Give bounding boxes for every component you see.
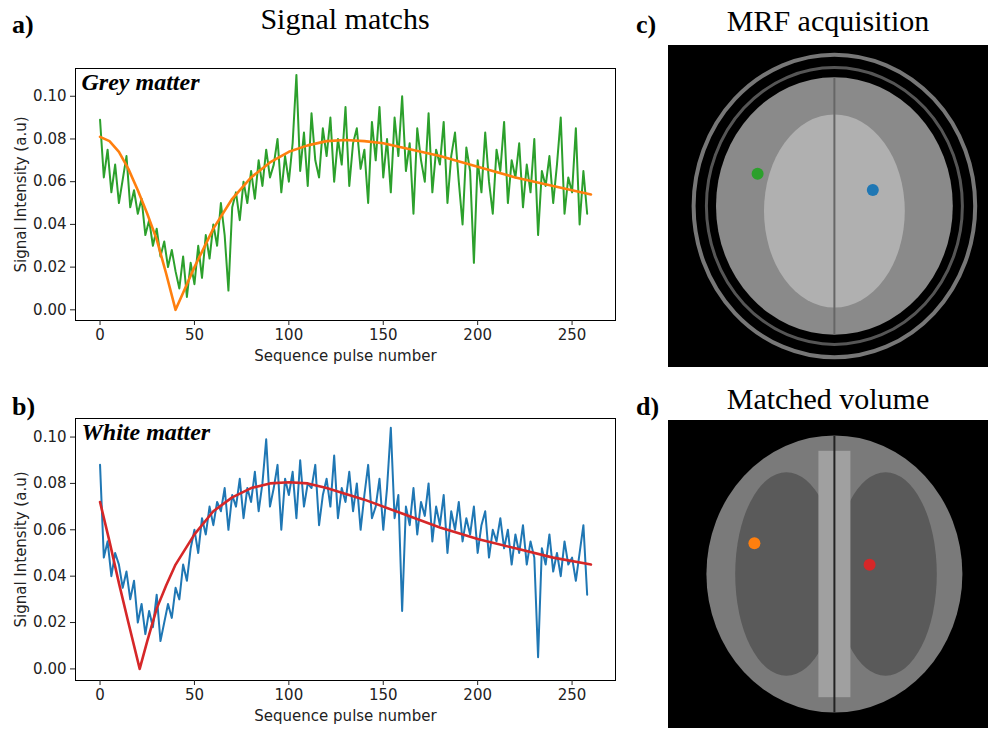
html-text:Signal matchs: Signal matchs	[260, 2, 430, 35]
svg-text:250: 250	[558, 326, 587, 344]
html-text:b): b)	[12, 392, 36, 421]
svg-text:0.04: 0.04	[33, 215, 66, 233]
html-text:c): c)	[636, 10, 657, 39]
svg-text:200: 200	[463, 686, 492, 704]
svg-text:100: 100	[275, 686, 304, 704]
svg-text:0.02: 0.02	[33, 258, 66, 276]
svg-text:150: 150	[369, 326, 398, 344]
svg-text:250: 250	[558, 686, 587, 704]
svg-text:Signal Intensity (a.u): Signal Intensity (a.u)	[12, 471, 30, 627]
svg-text:White matter: White matter	[82, 419, 211, 445]
svg-text:0.06: 0.06	[33, 172, 66, 190]
svg-text:0: 0	[95, 326, 105, 344]
svg-text:100: 100	[275, 326, 304, 344]
svg-text:Sequence pulse number: Sequence pulse number	[254, 707, 437, 725]
svg-text:0.02: 0.02	[33, 613, 66, 631]
svg-text:50: 50	[185, 686, 204, 704]
svg-text:Signal Intensity (a.u): Signal Intensity (a.u)	[12, 116, 30, 272]
svg-text:0.10: 0.10	[33, 428, 66, 446]
svg-text:0.08: 0.08	[33, 474, 66, 492]
svg-text:Sequence pulse number: Sequence pulse number	[254, 347, 437, 365]
html-text:a): a)	[12, 10, 34, 39]
svg-text:0: 0	[95, 686, 105, 704]
svg-text:Grey matter: Grey matter	[82, 69, 201, 95]
svg-text:0.06: 0.06	[33, 521, 66, 539]
svg-text:150: 150	[369, 686, 398, 704]
svg-text:50: 50	[185, 326, 204, 344]
html-text:d): d)	[636, 392, 660, 421]
svg-text:0.08: 0.08	[33, 130, 66, 148]
html-text:MRF acquisition: MRF acquisition	[726, 4, 930, 37]
html-text:Matched volume: Matched volume	[726, 382, 930, 415]
svg-text:0.04: 0.04	[33, 567, 66, 585]
svg-text:0.10: 0.10	[33, 87, 66, 105]
svg-text:0.00: 0.00	[33, 660, 66, 678]
svg-text:0.00: 0.00	[33, 301, 66, 319]
svg-text:200: 200	[463, 326, 492, 344]
